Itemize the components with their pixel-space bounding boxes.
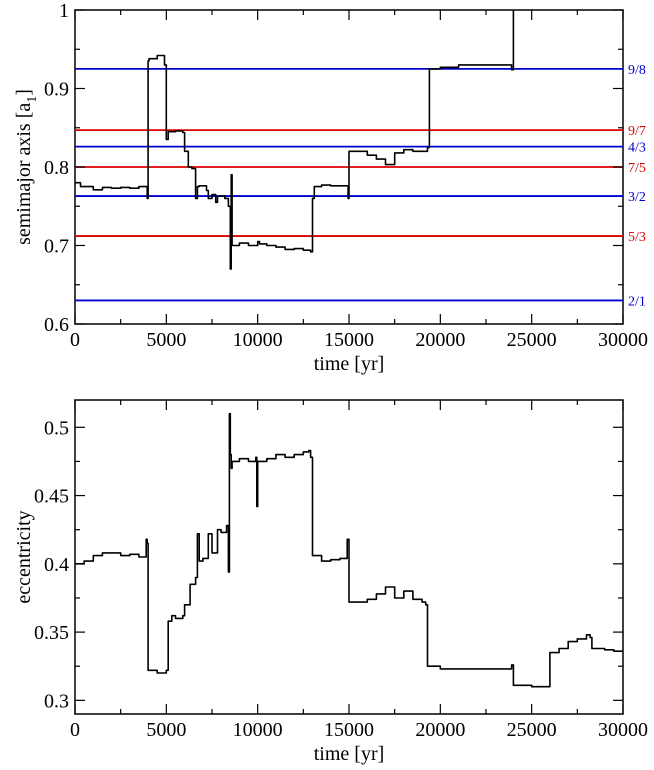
y-tick-label: 1	[59, 0, 69, 22]
top-y-axis-label: semimajor axis [a1]	[13, 89, 40, 245]
y-tick-label: 0.45	[34, 486, 69, 508]
x-tick-label: 20000	[415, 719, 465, 741]
y-tick-label: 0.6	[44, 314, 69, 336]
y-tick-label: 0.35	[34, 622, 69, 644]
x-tick-label: 30000	[598, 329, 648, 351]
x-tick-label: 5000	[146, 719, 186, 741]
bottom-y-axis-label: eccentricity	[13, 510, 35, 603]
x-tick-label: 5000	[146, 329, 186, 351]
resonance-label-9-7: 9/7	[628, 124, 646, 139]
resonance-label-3-2: 3/2	[628, 190, 646, 205]
y-tick-label: 0.9	[44, 79, 69, 101]
y-tick-label: 0.7	[44, 236, 69, 258]
x-tick-label: 20000	[415, 329, 465, 351]
resonance-label-4-3: 4/3	[628, 141, 646, 156]
x-tick-label: 15000	[324, 329, 374, 351]
x-tick-label: 15000	[324, 719, 374, 741]
resonance-label-2-1: 2/1	[628, 294, 646, 309]
eccentricity-ticks: 0 5000 10000 15000 20000 25000 30000 0.3 0.35 0.4…	[34, 400, 648, 741]
x-tick-label: 30000	[598, 719, 648, 741]
x-tick-label: 25000	[507, 719, 557, 741]
top-x-axis-label: time [yr]	[314, 353, 385, 375]
x-tick-label: 0	[70, 719, 80, 741]
y-tick-label: 0.8	[44, 157, 69, 179]
resonance-label-9-8: 9/8	[628, 63, 646, 78]
x-tick-label: 10000	[233, 719, 283, 741]
x-tick-label: 0	[70, 329, 80, 351]
resonance-lines: 9/8 9/7 4/3 7/5 3/2 5/3 2/1	[75, 63, 646, 309]
y-tick-label: 0.4	[44, 554, 69, 576]
resonance-label-5-3: 5/3	[628, 230, 646, 245]
resonance-label-7-5: 7/5	[628, 161, 646, 176]
semimajor-axis-ticks: 0 5000 10000 15000 20000 25000 30000 0.6 0.7 0.8 0…	[44, 0, 648, 351]
eccentricity-panel: 0 5000 10000 15000 20000 25000 30000 0.3 0.35 0.4…	[13, 399, 648, 765]
semimajor-axis-panel: 9/8 9/7 4/3 7/5 3/2 5/3 2/1 0 5000 10000 15000 200…	[13, 0, 648, 375]
semimajor-axis-series	[75, 10, 515, 270]
y-tick-label: 0.3	[44, 690, 69, 712]
eccentricity-series	[75, 412, 623, 688]
bottom-x-axis-label: time [yr]	[314, 743, 385, 765]
x-tick-label: 10000	[233, 329, 283, 351]
x-tick-label: 25000	[507, 329, 557, 351]
y-tick-label: 0.5	[44, 417, 69, 439]
